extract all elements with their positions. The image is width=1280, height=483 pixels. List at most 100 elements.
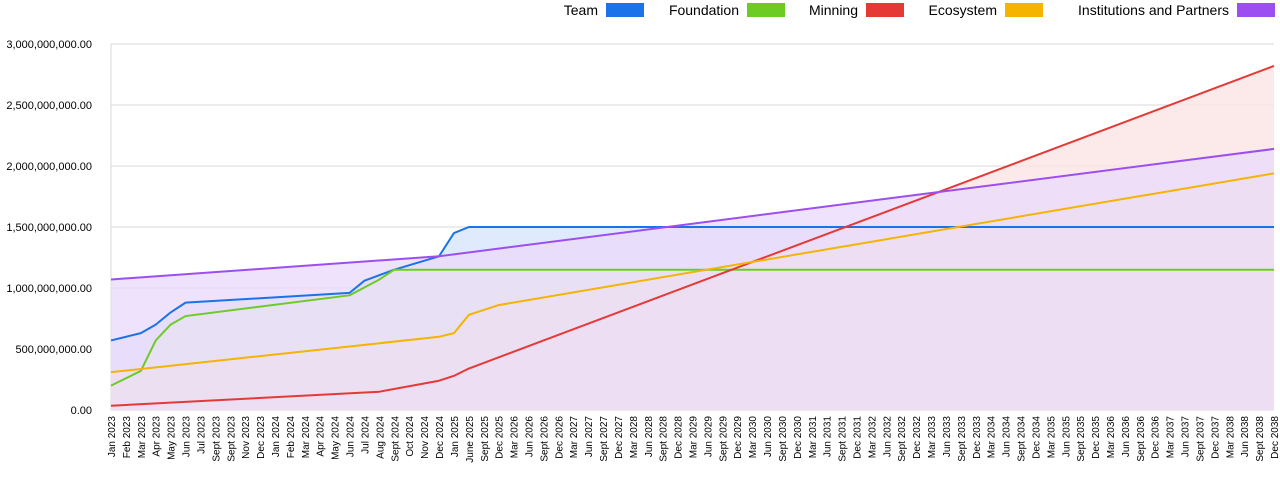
- x-tick-label: Sept 2025: [480, 416, 491, 462]
- x-tick-label: Jun 2024: [346, 416, 357, 458]
- legend-label: Minning: [808, 2, 858, 18]
- x-tick-label: Mar 2034: [987, 416, 998, 459]
- x-tick-label: Dec 2025: [495, 416, 506, 459]
- x-tick-label: Dec 2030: [793, 416, 804, 459]
- x-tick-label: Sept 2034: [1017, 416, 1028, 462]
- x-tick-label: Mar 2032: [867, 416, 878, 459]
- line-team: [110, 226, 1274, 342]
- x-tick-label: Jun 2027: [584, 416, 595, 458]
- x-tick-label: Mar 2026: [510, 416, 521, 459]
- x-tick-label: Dec 2034: [1031, 416, 1042, 459]
- x-tick-label: Jun 2037: [1181, 416, 1192, 458]
- x-tick-label: Mar 2033: [927, 416, 938, 459]
- x-tick-label: Dec 2027: [614, 416, 625, 459]
- x-tick-label: Jun 2036: [1121, 416, 1132, 458]
- y-tick-label: 500,000,000.00: [16, 344, 92, 356]
- x-tick-label: Jan 2023: [107, 416, 118, 458]
- legend-label: Foundation: [668, 2, 739, 18]
- x-tick-label: May 2023: [167, 416, 178, 460]
- x-tick-label: Sept 2036: [1136, 416, 1147, 462]
- area-institutions-and-partners: [111, 148, 1274, 411]
- x-tick-label: Jun 2031: [823, 416, 834, 458]
- x-tick-label: Dec 2023: [256, 416, 267, 459]
- x-tick-label: Jun 2035: [1061, 416, 1072, 458]
- legend-label: Team: [563, 2, 598, 18]
- y-axis: 0.00 500,000,000.00 1,000,000,000.00 1,500,…: [6, 39, 92, 417]
- x-tick-label: Sept 2031: [838, 416, 849, 462]
- chart-legend: Team Foundation Minning Ecosystem Institutio…: [0, 0, 1280, 22]
- x-tick-label: Mar 2024: [301, 416, 312, 459]
- x-tick-label: Jun 2033: [942, 416, 953, 458]
- x-tick-label: Dec 2033: [972, 416, 983, 459]
- x-tick-label: Dec 2038: [1270, 416, 1280, 459]
- series-areas: [111, 65, 1274, 411]
- x-tick-label: Jun 2038: [1240, 416, 1251, 458]
- x-tick-label: Jan 2024: [271, 416, 282, 458]
- x-tick-label: Jun 2026: [524, 416, 535, 458]
- x-tick-label: Sept 2038: [1255, 416, 1266, 462]
- line-ecosystem: [110, 172, 1275, 374]
- legend-label: Institutions and Partners: [1078, 2, 1229, 18]
- legend-swatch: [747, 3, 785, 17]
- x-tick-label: Sept 2024: [390, 416, 401, 462]
- x-tick-label: Jun 2029: [703, 416, 714, 458]
- y-tick-label: 1,000,000,000.00: [6, 283, 92, 295]
- legend-swatch: [1005, 3, 1043, 17]
- x-tick-label: May 2024: [331, 416, 342, 460]
- x-tick-label: Sept 2023: [226, 416, 237, 462]
- x-tick-label: Sept 2023: [211, 416, 222, 462]
- x-tick-label: Sept 2037: [1195, 416, 1206, 462]
- x-tick-label: Dec 2026: [554, 416, 565, 459]
- y-tick-label: 1,500,000,000.00: [6, 222, 92, 234]
- y-tick-label: 3,000,000,000.00: [6, 39, 92, 51]
- legend-swatch: [606, 3, 644, 17]
- x-tick-label: Nov 2024: [420, 416, 431, 459]
- x-tick-label: Feb 2024: [286, 416, 297, 459]
- x-tick-label: Sept 2030: [778, 416, 789, 462]
- x-tick-label: Dec 2031: [853, 416, 864, 459]
- x-tick-label: Apr 2023: [152, 416, 163, 457]
- x-tick-label: Mar 2035: [1046, 416, 1057, 459]
- x-tick-label: Nov 2023: [241, 416, 252, 459]
- x-tick-label: Sept 2028: [659, 416, 670, 462]
- x-tick-label: Dec 2028: [674, 416, 685, 459]
- x-tick-label: Jun 2030: [763, 416, 774, 458]
- x-tick-label: Mar 2031: [808, 416, 819, 459]
- x-tick-label: Jul 2023: [196, 416, 207, 454]
- x-tick-label: Mar 2038: [1225, 416, 1236, 459]
- x-tick-label: Jun 2028: [644, 416, 655, 458]
- x-tick-label: Oct 2024: [405, 416, 416, 457]
- x-tick-label: Dec 2036: [1151, 416, 1162, 459]
- x-axis: Jan 2023 Feb 2023 Mar 2023 Apr 2023 May 2023…: [107, 416, 1280, 463]
- x-tick-label: Sept 2029: [718, 416, 729, 462]
- x-tick-label: Mar 2023: [137, 416, 148, 459]
- x-tick-label: Mar 2027: [569, 416, 580, 459]
- x-tick-label: Sept 2027: [599, 416, 610, 462]
- line-minning: [110, 65, 1275, 407]
- legend-swatch: [866, 3, 904, 17]
- x-tick-label: Jun 2032: [882, 416, 893, 458]
- legend-swatch: [1237, 3, 1275, 17]
- x-tick-label: Dec 2037: [1210, 416, 1221, 459]
- x-tick-label: Mar 2037: [1166, 416, 1177, 459]
- line-institutions-and-partners: [110, 147, 1275, 281]
- x-tick-label: Mar 2029: [689, 416, 700, 459]
- x-tick-label: Aug 2024: [375, 416, 386, 459]
- x-tick-label: Mar 2028: [629, 416, 640, 459]
- x-tick-label: June 2025: [465, 416, 476, 463]
- x-tick-label: Sept 2033: [957, 416, 968, 462]
- legend-label: Ecosystem: [928, 2, 997, 18]
- y-tick-label: 0.00: [71, 405, 92, 417]
- x-tick-label: Sept 2026: [539, 416, 550, 462]
- x-tick-label: Sept 2032: [897, 416, 908, 462]
- x-tick-label: Jun 2034: [1002, 416, 1013, 458]
- x-tick-label: Mar 2030: [748, 416, 759, 459]
- series-lines: [110, 65, 1275, 407]
- x-tick-label: Dec 2035: [1091, 416, 1102, 459]
- x-tick-label: Feb 2023: [122, 416, 133, 459]
- y-tick-label: 2,500,000,000.00: [6, 100, 92, 112]
- x-tick-label: Dec 2032: [912, 416, 923, 459]
- x-tick-label: Dec 2029: [733, 416, 744, 459]
- x-tick-label: Mar 2036: [1106, 416, 1117, 459]
